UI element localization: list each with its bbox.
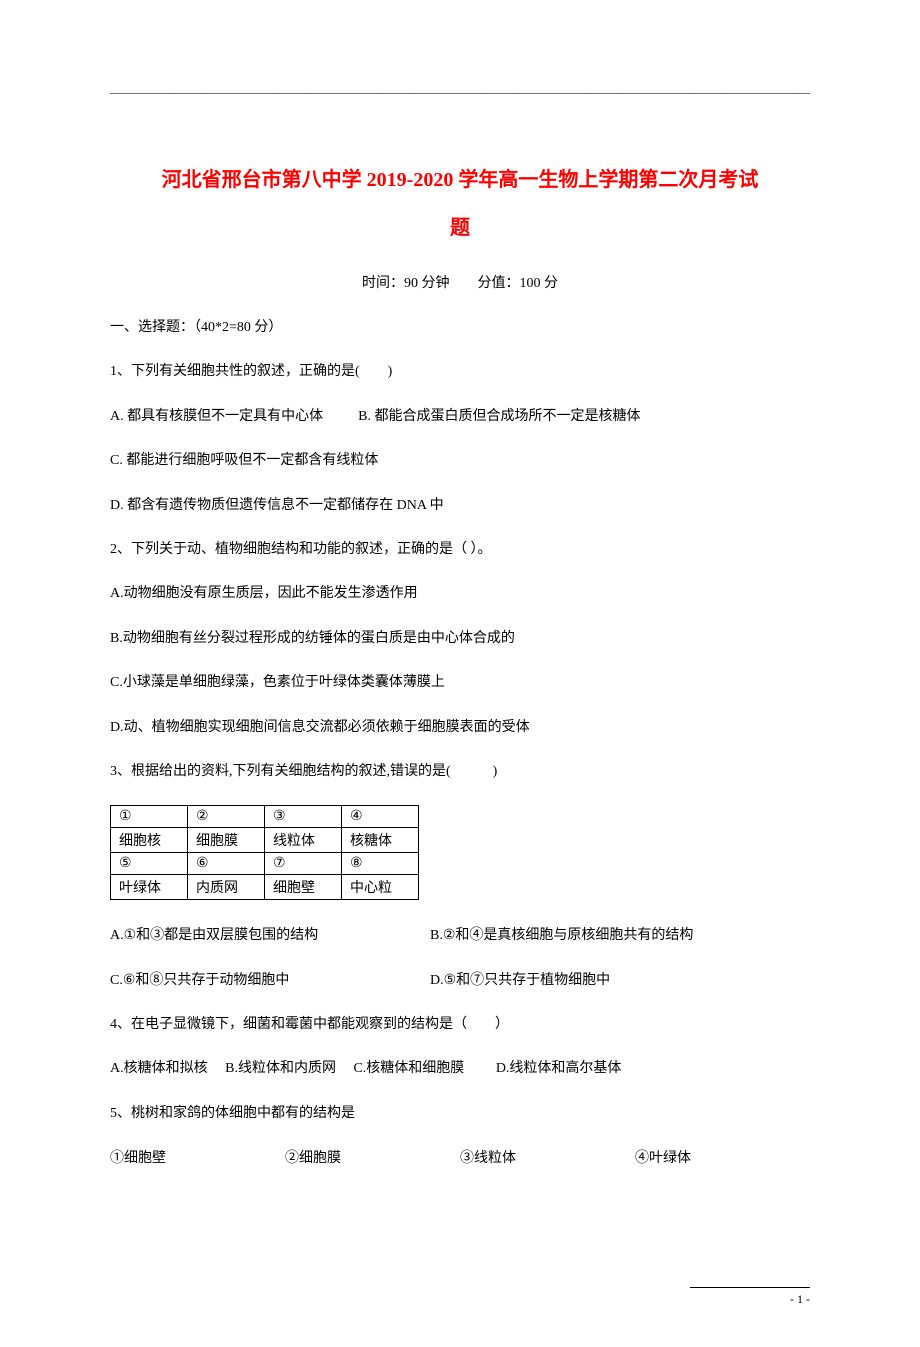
q1-option-c: C. 都能进行细胞呼吸但不一定都含有线粒体 xyxy=(110,450,810,472)
q4-stem: 4、在电子显微镜下，细菌和霉菌中都能观察到的结构是（ ） xyxy=(110,1014,810,1036)
table-cell: 内质网 xyxy=(188,875,265,900)
q3-options-ab: A.①和③都是由双层膜包围的结构 B.②和④是真核细胞与原核细胞共有的结构 xyxy=(110,925,810,947)
table-cell: 线粒体 xyxy=(265,828,342,853)
table-cell: 核糖体 xyxy=(342,828,419,853)
header-dash-line: ________________________________________… xyxy=(110,80,810,96)
table-row: ① ② ③ ④ xyxy=(111,806,419,828)
table-cell: 叶绿体 xyxy=(111,875,188,900)
q2-option-c: C.小球藻是单细胞绿藻，色素位于叶绿体类囊体薄膜上 xyxy=(110,672,810,694)
table-cell: ② xyxy=(188,806,265,828)
q3-structure-table: ① ② ③ ④ 细胞核 细胞膜 线粒体 核糖体 ⑤ ⑥ ⑦ ⑧ 叶绿体 内质网 … xyxy=(110,805,419,900)
table-cell: ⑦ xyxy=(265,853,342,875)
q3-options-cd: C.⑥和⑧只共存于动物细胞中 D.⑤和⑦只共存于植物细胞中 xyxy=(110,970,810,992)
q1-option-d: D. 都含有遗传物质但遗传信息不一定都储存在 DNA 中 xyxy=(110,495,810,517)
q5-option-4: ④叶绿体 xyxy=(635,1147,810,1167)
table-cell: ③ xyxy=(265,806,342,828)
q1-stem: 1、下列有关细胞共性的叙述，正确的是( ) xyxy=(110,361,810,383)
q5-option-1: ①细胞壁 xyxy=(110,1147,285,1167)
table-row: 细胞核 细胞膜 线粒体 核糖体 xyxy=(111,828,419,853)
table-cell: 细胞壁 xyxy=(265,875,342,900)
q3-stem: 3、根据给出的资料,下列有关细胞结构的叙述,错误的是( ) xyxy=(110,761,810,783)
q5-options: ①细胞壁 ②细胞膜 ③线粒体 ④叶绿体 xyxy=(110,1147,810,1167)
q4-option-b: B.线粒体和内质网 xyxy=(225,1061,336,1076)
q3-option-b: B.②和④是真核细胞与原核细胞共有的结构 xyxy=(430,925,693,947)
q2-option-a: A.动物细胞没有原生质层，因此不能发生渗透作用 xyxy=(110,583,810,605)
q1-options-ab: A. 都具有核膜但不一定具有中心体 B. 都能合成蛋白质但合成场所不一定是核糖体 xyxy=(110,406,810,428)
table-row: ⑤ ⑥ ⑦ ⑧ xyxy=(111,853,419,875)
table-cell: ④ xyxy=(342,806,419,828)
q1-option-a: A. 都具有核膜但不一定具有中心体 xyxy=(110,409,323,424)
table-cell: 细胞核 xyxy=(111,828,188,853)
exam-title: 河北省邢台市第八中学 2019-2020 学年高一生物上学期第二次月考试 题 xyxy=(110,156,810,252)
q4-option-a: A.核糖体和拟核 xyxy=(110,1061,208,1076)
q4-option-c: C.核糖体和细胞膜 xyxy=(353,1061,464,1076)
table-cell: 中心粒 xyxy=(342,875,419,900)
q3-option-a: A.①和③都是由双层膜包围的结构 xyxy=(110,925,430,947)
title-line-2: 题 xyxy=(110,204,810,252)
q5-option-3: ③线粒体 xyxy=(460,1147,635,1167)
q3-option-c: C.⑥和⑧只共存于动物细胞中 xyxy=(110,970,430,992)
q1-option-b: B. 都能合成蛋白质但合成场所不一定是核糖体 xyxy=(358,409,640,424)
exam-meta: 时间：90 分钟 分值：100 分 xyxy=(110,272,810,292)
table-cell: ⑤ xyxy=(111,853,188,875)
q3-option-d: D.⑤和⑦只共存于植物细胞中 xyxy=(430,970,610,992)
table-cell: 细胞膜 xyxy=(188,828,265,853)
q2-option-b: B.动物细胞有丝分裂过程形成的纺锤体的蛋白质是由中心体合成的 xyxy=(110,628,810,650)
q4-option-d: D.线粒体和高尔基体 xyxy=(496,1061,622,1076)
page: ________________________________________… xyxy=(0,0,920,1347)
q5-option-2: ②细胞膜 xyxy=(285,1147,460,1167)
table-cell: ⑧ xyxy=(342,853,419,875)
page-number: - 1 - xyxy=(110,1292,810,1307)
title-line-1: 河北省邢台市第八中学 2019-2020 学年高一生物上学期第二次月考试 xyxy=(110,156,810,204)
q2-stem: 2、下列关于动、植物细胞结构和功能的叙述，正确的是（ ）。 xyxy=(110,539,810,561)
q5-stem: 5、桃树和家鸽的体细胞中都有的结构是 xyxy=(110,1103,810,1125)
table-row: 叶绿体 内质网 细胞壁 中心粒 xyxy=(111,875,419,900)
section-1-heading: 一、选择题：（40*2=80 分） xyxy=(110,317,810,339)
q2-option-d: D.动、植物细胞实现细胞间信息交流都必须依赖于细胞膜表面的受体 xyxy=(110,717,810,739)
footer-divider xyxy=(690,1287,810,1288)
table-cell: ① xyxy=(111,806,188,828)
table-cell: ⑥ xyxy=(188,853,265,875)
q4-options: A.核糖体和拟核 B.线粒体和内质网 C.核糖体和细胞膜 D.线粒体和高尔基体 xyxy=(110,1058,810,1080)
